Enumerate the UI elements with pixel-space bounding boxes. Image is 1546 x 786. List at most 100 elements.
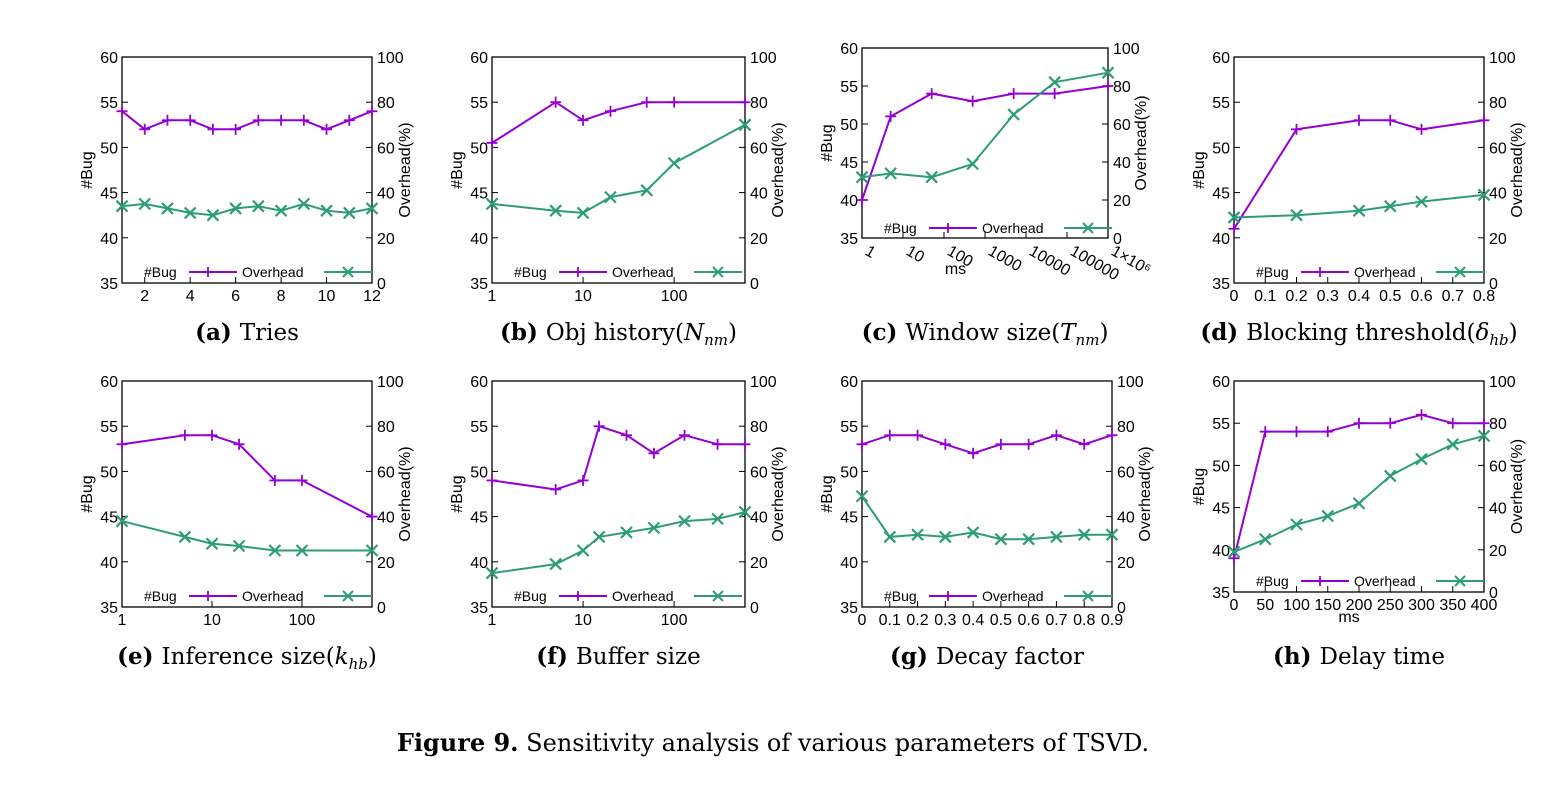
cross-marker-b bbox=[883, 530, 897, 544]
overhead-series-line bbox=[861, 495, 1112, 541]
chart-f: 35 40 45 50 55 60 0 20 40 60 80 100 1 10 100 #Bug Overhe… bbox=[449, 374, 787, 670]
legend-overhead-label: Overhead bbox=[1354, 573, 1415, 589]
y-left-tick-label: 35 bbox=[470, 600, 488, 617]
y-right-tick-label: 0 bbox=[377, 600, 386, 617]
overhead-point bbox=[1477, 188, 1491, 202]
cross-marker-b bbox=[1101, 66, 1115, 79]
cross-marker-b bbox=[268, 544, 282, 557]
cross-marker-b bbox=[229, 202, 242, 215]
bug-point bbox=[1353, 417, 1365, 429]
y-left-axis-label: #Bug bbox=[79, 475, 96, 512]
legend: #Bug Overhead bbox=[884, 588, 1112, 604]
cross-marker-b bbox=[365, 544, 379, 557]
y-left-axis-label: #Bug bbox=[449, 475, 466, 512]
cross-marker-b bbox=[485, 566, 499, 580]
x-tick-label: 100 bbox=[289, 612, 316, 629]
y-left-tick-label: 55 bbox=[100, 419, 118, 436]
overhead-point bbox=[1227, 211, 1241, 224]
legend-overhead-label: Overhead bbox=[982, 220, 1043, 236]
y-right-tick-label: 100 bbox=[377, 374, 404, 391]
caption-paren-close: ) bbox=[1509, 320, 1518, 346]
y-left-tick-label: 40 bbox=[470, 555, 488, 572]
cross-marker-b bbox=[1477, 188, 1491, 202]
bug-point bbox=[230, 123, 242, 135]
y-left-tick-label: 40 bbox=[1212, 543, 1230, 560]
cross-marker-b bbox=[295, 544, 309, 557]
bug-point bbox=[269, 474, 281, 486]
y-right-tick-label: 40 bbox=[1489, 501, 1507, 518]
bug-series-line bbox=[1233, 119, 1485, 230]
cross-marker-b bbox=[855, 489, 869, 503]
overhead-point bbox=[855, 170, 869, 184]
cross-marker-b bbox=[138, 197, 152, 211]
bug-series-line bbox=[121, 434, 373, 518]
subfigure-caption-label: (g) bbox=[890, 643, 936, 670]
bug-point bbox=[1049, 88, 1061, 100]
x-tick-label: 300 bbox=[1408, 597, 1435, 614]
overhead-point bbox=[206, 208, 220, 222]
bug-point bbox=[1384, 114, 1396, 126]
cross-marker-b bbox=[274, 204, 288, 217]
bug-point bbox=[321, 123, 333, 135]
cross-marker-b bbox=[1007, 108, 1020, 121]
cross-marker-b bbox=[1446, 438, 1460, 451]
caption-paren-close: ) bbox=[1099, 320, 1108, 346]
overhead-point bbox=[966, 157, 979, 171]
overhead-point bbox=[1321, 509, 1335, 523]
y-left-axis-label: #Bug bbox=[819, 124, 836, 161]
caption-paren-close: ) bbox=[728, 320, 737, 346]
overhead-point bbox=[1258, 532, 1272, 546]
overhead-point bbox=[252, 199, 265, 213]
plot-frame bbox=[861, 47, 1109, 239]
chart-e: 35 40 45 50 55 60 0 20 40 60 80 100 1 10 100 #Bug Overhe… bbox=[79, 374, 414, 673]
y-right-tick-label: 40 bbox=[750, 510, 768, 527]
y-left-tick-label: 55 bbox=[470, 419, 488, 436]
plot-frame bbox=[491, 380, 746, 608]
overhead-series-line bbox=[1233, 193, 1485, 219]
cross-marker-b bbox=[855, 170, 869, 184]
overhead-point bbox=[884, 167, 897, 180]
y-left-axis-label: #Bug bbox=[79, 151, 96, 188]
bug-point bbox=[233, 438, 245, 450]
y-right-tick-label: 60 bbox=[377, 140, 395, 157]
x-axis-label: ms bbox=[945, 261, 966, 278]
plot-frame bbox=[121, 380, 373, 608]
bug-point bbox=[577, 474, 589, 486]
y-left-axis-label: #Bug bbox=[819, 475, 836, 512]
y-left-tick-label: 55 bbox=[100, 95, 118, 112]
y-left-tick-label: 55 bbox=[1212, 416, 1230, 433]
bug-point bbox=[161, 114, 173, 126]
overhead-point bbox=[855, 489, 869, 503]
plot-frame bbox=[1233, 380, 1485, 593]
y-left-tick-label: 35 bbox=[840, 600, 858, 617]
caption-math-base: δ bbox=[1476, 320, 1490, 346]
caption-paren-open: ( bbox=[675, 320, 684, 346]
bug-point bbox=[179, 429, 191, 441]
bug-point bbox=[486, 137, 498, 149]
y-right-tick-label: 60 bbox=[750, 140, 768, 157]
y-right-axis-label: Overhead(%) bbox=[1137, 446, 1154, 541]
cross-marker-b bbox=[884, 167, 897, 180]
y-right-tick-label: 80 bbox=[377, 419, 395, 436]
x-tick-label: 150 bbox=[1314, 597, 1341, 614]
legend-overhead-label: Overhead bbox=[982, 588, 1043, 604]
bug-point bbox=[856, 438, 868, 450]
bug-point bbox=[884, 429, 896, 441]
y-right-axis-label: Overhead(%) bbox=[397, 446, 414, 541]
y-right-tick-label: 40 bbox=[1489, 186, 1507, 203]
cross-marker-b bbox=[161, 202, 174, 215]
bug-point bbox=[184, 114, 196, 126]
y-right-tick-label: 20 bbox=[750, 231, 768, 248]
bug-point bbox=[1078, 438, 1090, 450]
bug-point bbox=[1447, 417, 1459, 429]
subfigure-caption-text: Buffer size bbox=[576, 644, 701, 670]
legend-overhead-label: Overhead bbox=[612, 588, 673, 604]
overhead-point bbox=[1227, 545, 1241, 559]
y-right-tick-label: 40 bbox=[750, 186, 768, 203]
overhead-point bbox=[939, 530, 952, 544]
legend-overhead-marker-b bbox=[1454, 266, 1466, 278]
x-tick-label: 2 bbox=[140, 288, 149, 305]
legend-bug-label: #Bug bbox=[514, 588, 547, 604]
overhead-point bbox=[485, 566, 499, 580]
y-left-axis-label: #Bug bbox=[1191, 151, 1208, 188]
